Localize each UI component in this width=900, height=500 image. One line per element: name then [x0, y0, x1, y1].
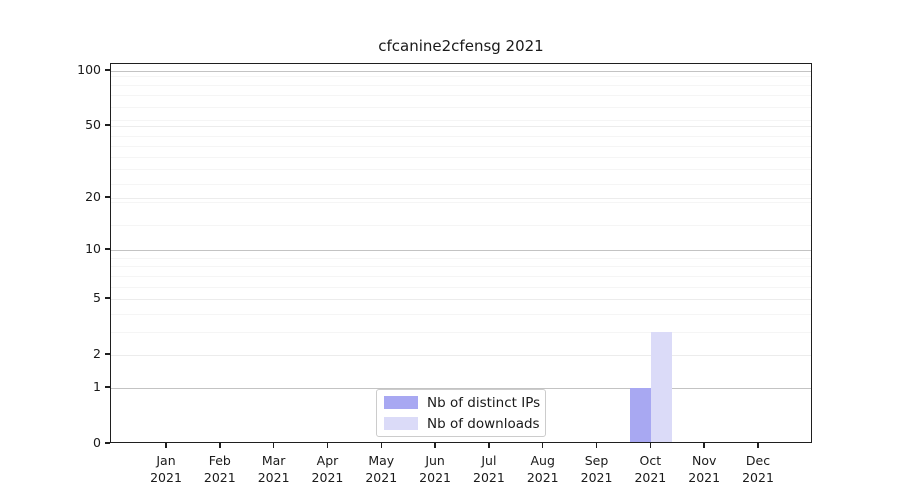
legend-label-distinct-ips: Nb of distinct IPs [427, 394, 541, 411]
y-tick-mark-100 [105, 69, 110, 71]
gridline-50 [111, 126, 811, 128]
y-tick-label-0: 0 [93, 435, 101, 450]
x-tick-mark-apr [326, 443, 329, 448]
gridline-2 [111, 355, 811, 357]
x-tick-label-sep: Sep 2021 [580, 453, 613, 485]
x-tick-mark-oct [649, 443, 652, 448]
legend-item-distinct-ips: Nb of distinct IPs [384, 394, 541, 411]
gridline-minor [111, 169, 811, 171]
legend-label-downloads: Nb of downloads [427, 415, 540, 432]
y-tick-mark-50 [105, 124, 110, 126]
legend-swatch-distinct-ips [384, 396, 418, 409]
gridline-100 [111, 70, 811, 72]
gridline-1 [111, 387, 811, 389]
y-tick-label-20: 20 [85, 188, 101, 204]
x-tick-mark-may [380, 443, 383, 448]
x-tick-label-may: May 2021 [365, 453, 398, 485]
y-tick-mark-1 [105, 386, 110, 388]
y-tick-mark-5 [105, 297, 110, 299]
legend-item-downloads: Nb of downloads [384, 415, 540, 432]
gridline-10 [111, 250, 811, 252]
x-tick-mark-feb [219, 443, 221, 448]
gridline-minor [111, 266, 811, 268]
x-tick-mark-jun [434, 443, 436, 448]
gridline-minor [111, 145, 811, 147]
y-tick-label-1: 1 [93, 378, 101, 394]
x-tick-mark-jan [165, 443, 167, 448]
x-tick-mark-aug [541, 443, 544, 448]
y-tick-label-10: 10 [85, 241, 101, 257]
x-tick-label-nov: Nov 2021 [688, 453, 721, 485]
gridline-minor [111, 106, 811, 108]
x-tick-label-jan: Jan 2021 [150, 453, 182, 485]
gridline-5 [111, 299, 811, 301]
gridline-minor [111, 331, 811, 333]
x-tick-mark-sep [595, 443, 598, 448]
x-tick-label-feb: Feb 2021 [203, 453, 236, 485]
gridline-minor [111, 257, 811, 259]
gridline-minor [111, 156, 811, 158]
gridline-minor [111, 94, 811, 96]
gridline-minor [111, 136, 811, 138]
y-tick-mark-20 [105, 196, 110, 198]
plot-area [110, 63, 812, 443]
bar-downloads-oct [651, 331, 673, 443]
legend-swatch-downloads [384, 417, 418, 430]
gridline-minor [111, 275, 811, 277]
x-tick-label-dec: Dec 2021 [742, 453, 774, 485]
x-tick-label-apr: Apr 2021 [311, 453, 344, 485]
x-tick-mark-nov [703, 443, 705, 448]
bar-distinct-ips-oct [630, 387, 652, 443]
gridline-minor [111, 286, 811, 288]
x-tick-label-jul: Jul 2021 [473, 453, 505, 485]
y-tick-mark-2 [105, 353, 110, 355]
gridline-minor [111, 84, 811, 86]
x-tick-label-jun: Jun 2021 [419, 453, 451, 485]
y-tick-label-100: 100 [77, 61, 101, 77]
gridline-minor [111, 183, 811, 185]
chart-title: cfcanine2cfensg 2021 [378, 37, 544, 55]
x-tick-mark-dec [757, 443, 759, 448]
y-tick-mark-10 [105, 248, 110, 250]
gridline-minor [111, 120, 811, 122]
gridline-minor [111, 75, 811, 77]
gridline-minor [111, 201, 811, 203]
gridline-20 [111, 197, 811, 199]
y-tick-label-5: 5 [93, 290, 101, 306]
y-tick-label-50: 50 [85, 117, 101, 133]
y-tick-mark-0 [105, 442, 110, 444]
y-tick-label-2: 2 [93, 346, 101, 362]
x-tick-mark-mar [272, 443, 275, 448]
gridline-minor [111, 225, 811, 227]
gridline-minor [111, 313, 811, 315]
x-tick-label-mar: Mar 2021 [257, 453, 290, 485]
x-tick-label-aug: Aug 2021 [526, 453, 559, 485]
x-tick-label-oct: Oct 2021 [634, 453, 667, 485]
legend: Nb of distinct IPs Nb of downloads [376, 389, 546, 437]
x-tick-mark-jul [488, 443, 490, 448]
